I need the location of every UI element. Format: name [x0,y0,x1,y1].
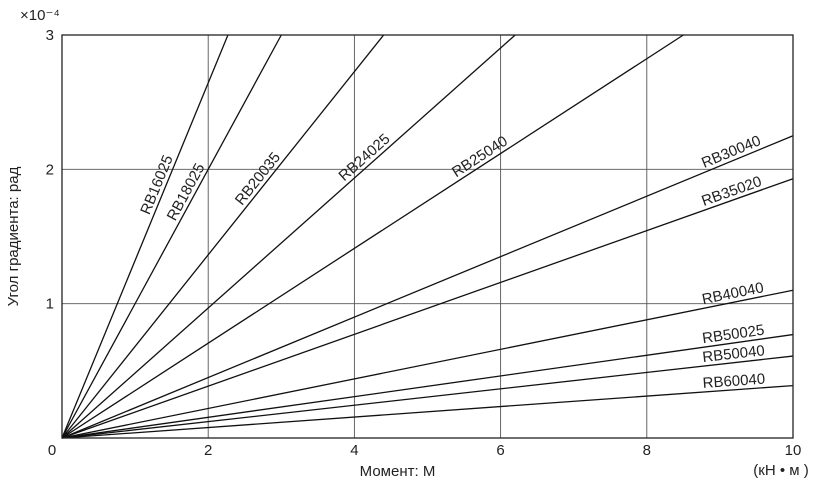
y-tick-label: 1 [46,296,54,313]
series-line-rb24025 [61,34,516,439]
y-tick-label: 3 [46,27,54,44]
x-axis-label: Момент: M [360,463,436,480]
series-line-rb16025 [61,34,229,439]
series-label-rb50040: RB50040 [702,342,766,366]
y-axis-scale-label: ×10⁻⁴ [20,7,60,24]
x-tick-label: 10 [785,442,802,459]
series-line-rb18025 [61,34,282,439]
series-label-rb60040: RB60040 [702,371,766,392]
series-line-rb20035 [61,34,385,439]
series-line-rb60040 [61,384,794,439]
x-axis-unit: (кН • м ) [753,462,808,479]
plot-frame [61,34,794,439]
x-tick-label: 6 [496,442,504,459]
series-line-rb35020 [61,178,794,439]
series-label-rb25040: RB25040 [449,133,511,181]
x-tick-label: 2 [204,442,212,459]
series-line-rb25040 [61,34,684,439]
series-label-rb20035: RB20035 [232,149,284,209]
series-lines [61,34,794,439]
series-line-rb40040 [61,289,794,439]
x-tick-label: 0 [48,442,56,459]
series-line-rb50025 [61,333,794,439]
x-tick-label: 8 [643,442,651,459]
x-tick-label: 4 [350,442,358,459]
series-label-rb35020: RB35020 [699,173,764,210]
y-axis-label: Угол градиента: рад [5,166,22,306]
y-tick-label: 2 [46,161,54,178]
grid [62,35,793,438]
series-line-rb30040 [61,135,794,439]
series-label-rb24025: RB24025 [336,130,394,184]
series-line-rb50040 [61,355,794,439]
